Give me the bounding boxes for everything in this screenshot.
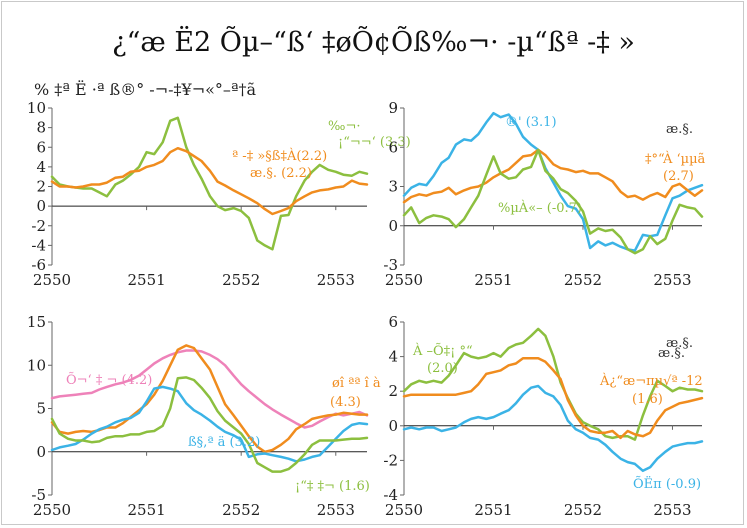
panel-3-annotation: Õ¬‘ ‡ ¬ (4.2) [66, 372, 152, 388]
panel-2-y-tick-label: 9 [388, 99, 398, 117]
panel-4-x-tick-label: 2552 [564, 501, 602, 519]
panel-3-y-tick-label: 15 [27, 313, 46, 331]
panel-4-annotation: À –Õ‡¡ °“ [412, 343, 473, 359]
panel-1-y-tick-label: -2 [31, 217, 46, 235]
panel-1-x-tick-label: 2551 [128, 271, 166, 289]
panel-1-annotation: ª -‡ »§ß‡À(2.2) [232, 148, 327, 164]
figure-subtitle: % ‡ª Ë ·ª ß®° -¬-‡¥¬«°–ª†ã [34, 80, 257, 99]
panel-3-annotation: ¡“‡ ‡¬ (1.6) [295, 479, 370, 494]
panel-1-x-tick-label: 2552 [222, 271, 260, 289]
panel-1-y-tick-label: -6 [31, 256, 46, 274]
panel-4-y-tick-label: 4 [388, 348, 398, 366]
panel-3-series-3-line [50, 385, 369, 463]
panel-4-x-tick-label: 2550 [385, 501, 423, 519]
panel-1-x-tick-label: 2550 [33, 271, 71, 289]
panel-1-y-tick-label: 0 [36, 197, 46, 215]
panel-3-annotation: øî ªª î à [332, 376, 381, 391]
panel-2-y-tick-label: -3 [383, 256, 398, 274]
panel-4-annotation: æ.§. [666, 336, 693, 351]
panel-1-y-tick-label: 4 [36, 158, 46, 176]
panel-2-x-tick-label: 2552 [564, 271, 602, 289]
panel-1-y-tick-label: 2 [36, 178, 46, 196]
panel-2-y-tick-label: 6 [388, 138, 398, 156]
panel-1-series-2-line [50, 146, 369, 216]
panel-2-annotation: (2.7) [663, 169, 694, 184]
panel-3-y-tick-label: 5 [36, 400, 46, 418]
panel-3-annotation: æ.§. [658, 346, 685, 361]
panel-3-x-tick-label: 2551 [128, 501, 166, 519]
panel-2-series-1-line [402, 111, 704, 252]
panel-3-annotation: (4.3) [330, 395, 361, 410]
panel-2-series-2-line [402, 148, 704, 204]
panel-2-x-tick-label: 2550 [385, 271, 423, 289]
panel-3-series-4-line [50, 376, 369, 473]
figure-title: ¿“æ Ë2 Õµ–“ß‘ ‡øÕ¢Õß‰¬· -µ“ßª -‡ » [112, 27, 635, 58]
panel-1-annotation: ¡“¬¬‘ (3.3) [338, 135, 411, 150]
panel-1-y-tick-label: 10 [27, 99, 46, 117]
panel-4-series-2-line [402, 357, 704, 440]
panel-3-annotation: ß§‚ª ä (3.2) [188, 435, 260, 450]
panel-2-y-tick-label: 3 [388, 178, 398, 196]
panel-1-series-1-line [50, 116, 369, 251]
panel-4-series-1-line [402, 327, 704, 441]
panel-1-annotation: æ.§. (2.2) [250, 166, 312, 181]
panel-2-x-tick-label: 2551 [474, 271, 512, 289]
panel-4-y-tick-label: -2 [383, 451, 398, 469]
panel-3-series-1-line [50, 349, 369, 429]
panel-3-y-tick-label: -5 [31, 486, 46, 504]
panel-4-annotation: À¿“æ¬πµ√ª -12 [599, 373, 703, 389]
panel-4-annotation: (2.0) [427, 361, 458, 376]
panel-2-annotation: ®' (3.1) [505, 115, 557, 130]
panel-2-y-tick-label: 0 [388, 217, 398, 235]
panel-1-x-tick-label: 2553 [317, 271, 355, 289]
panel-3-x-tick-label: 2552 [222, 501, 260, 519]
panel-4-annotation: (1.6) [632, 392, 663, 407]
panel-3-x-tick-label: 2553 [317, 501, 355, 519]
panel-4-x-tick-label: 2553 [653, 501, 691, 519]
panel-3-y-tick-label: 10 [27, 356, 46, 374]
panel-2-annotation: ‡°“À ‘µµã [645, 151, 706, 167]
panel-2-x-tick-label: 2553 [653, 271, 691, 289]
panel-3-x-tick-label: 2550 [33, 501, 71, 519]
panel-1-y-tick-label: 8 [36, 119, 46, 137]
panel-4-y-tick-label: 2 [388, 382, 398, 400]
panel-3-y-tick-label: 0 [36, 443, 46, 461]
panel-4-y-tick-label: 6 [388, 313, 398, 331]
panel-4-x-tick-label: 2551 [474, 501, 512, 519]
panel-2-series-3-line [402, 148, 704, 255]
panel-4-y-tick-label: -4 [383, 486, 398, 504]
panel-1-y-tick-label: -4 [31, 236, 46, 254]
panel-2-annotation: æ.§. [666, 122, 693, 137]
panel-1-y-tick-label: 6 [36, 138, 46, 156]
panel-2-annotation: %µÀ«– (-0.7) [498, 200, 582, 216]
panel-4-y-tick-label: 0 [388, 417, 398, 435]
panel-4-series-3-line [402, 384, 704, 473]
panel-1-annotation: ‰¬· [328, 119, 360, 134]
panel-4-annotation: ÕËπ (-0.9) [633, 475, 701, 492]
